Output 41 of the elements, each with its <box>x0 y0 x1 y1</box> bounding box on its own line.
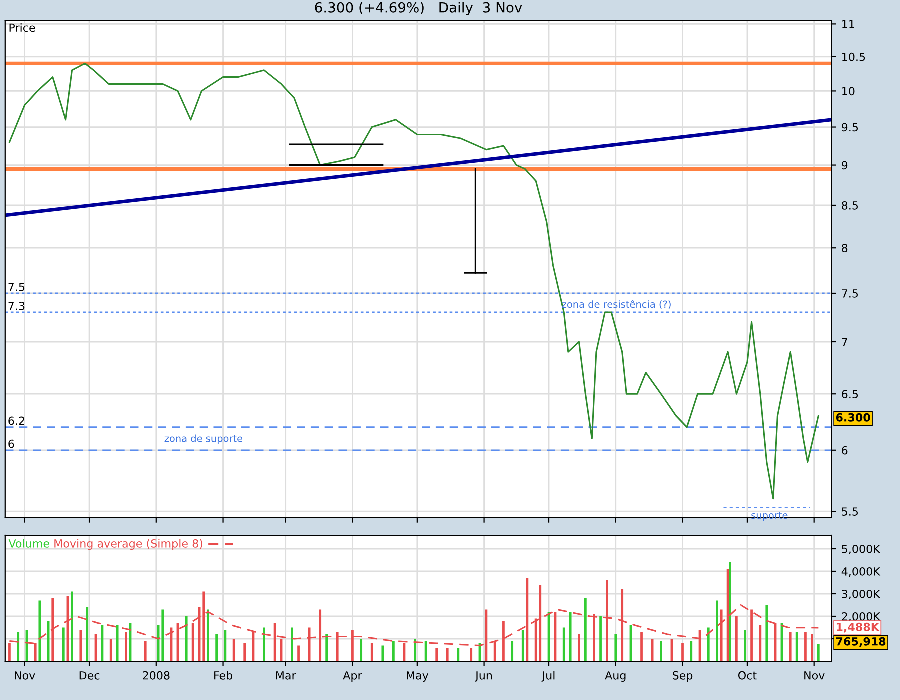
y-tick-label: 11 <box>842 20 854 28</box>
x-tick-label: Apr <box>343 672 362 682</box>
y-tick-label: 4,000K <box>842 567 881 578</box>
annotation: zona de suporte <box>164 434 242 444</box>
annotation: Price <box>10 23 36 32</box>
x-tick-label: Sep <box>673 671 693 682</box>
x-tick-label: Jul <box>542 671 555 682</box>
text: 1,488K <box>836 622 880 633</box>
y-tick-label: 5,000K <box>842 544 881 555</box>
x-tick-label: Jun <box>475 672 492 682</box>
text: Volume <box>8 539 50 548</box>
y-tick-label: 8.5 <box>842 201 858 210</box>
x-tick-label: 2008 <box>143 671 170 680</box>
x-tick-label: Oct <box>738 671 757 680</box>
chart-title: 6.300 (+4.69%) Daily 3 Nov <box>315 2 522 16</box>
legend-label: Moving average (Simple 8) <box>54 539 203 550</box>
y-tick-label: 7 <box>842 338 848 346</box>
x-tick-label: Mar <box>276 672 296 680</box>
y-tick-label: 2,000K <box>842 612 881 622</box>
ref-line-label: 6.2 <box>8 416 24 426</box>
y-tick-label: 5.5 <box>842 508 858 516</box>
ref-line-label: 7.5 <box>8 283 25 292</box>
text: 765,918 <box>836 637 886 648</box>
y-tick-label: 9.5 <box>842 123 858 132</box>
ref-line-label: 7.3 <box>8 302 25 310</box>
x-tick-label: Feb <box>214 671 232 680</box>
ref-line-label: 6 <box>8 440 14 448</box>
y-tick-label: 10 <box>842 87 855 96</box>
x-tick-label: May <box>407 672 429 682</box>
x-tick-label: Dec <box>80 672 100 680</box>
x-tick-label: Nov <box>15 672 36 680</box>
y-tick-label: 3,000K <box>842 590 881 600</box>
y-tick-label: 7.5 <box>842 290 858 298</box>
y-tick-label: 8 <box>842 244 848 252</box>
y-tick-label: 9 <box>842 161 848 170</box>
text: 6.300 <box>836 413 870 422</box>
y-tick-label: 10.5 <box>842 52 866 62</box>
x-tick-label: Aug <box>605 672 626 682</box>
x-tick-label: Nov <box>804 672 825 680</box>
y-tick-label: 6 <box>842 446 848 455</box>
y-tick-label: 6.5 <box>842 390 858 398</box>
